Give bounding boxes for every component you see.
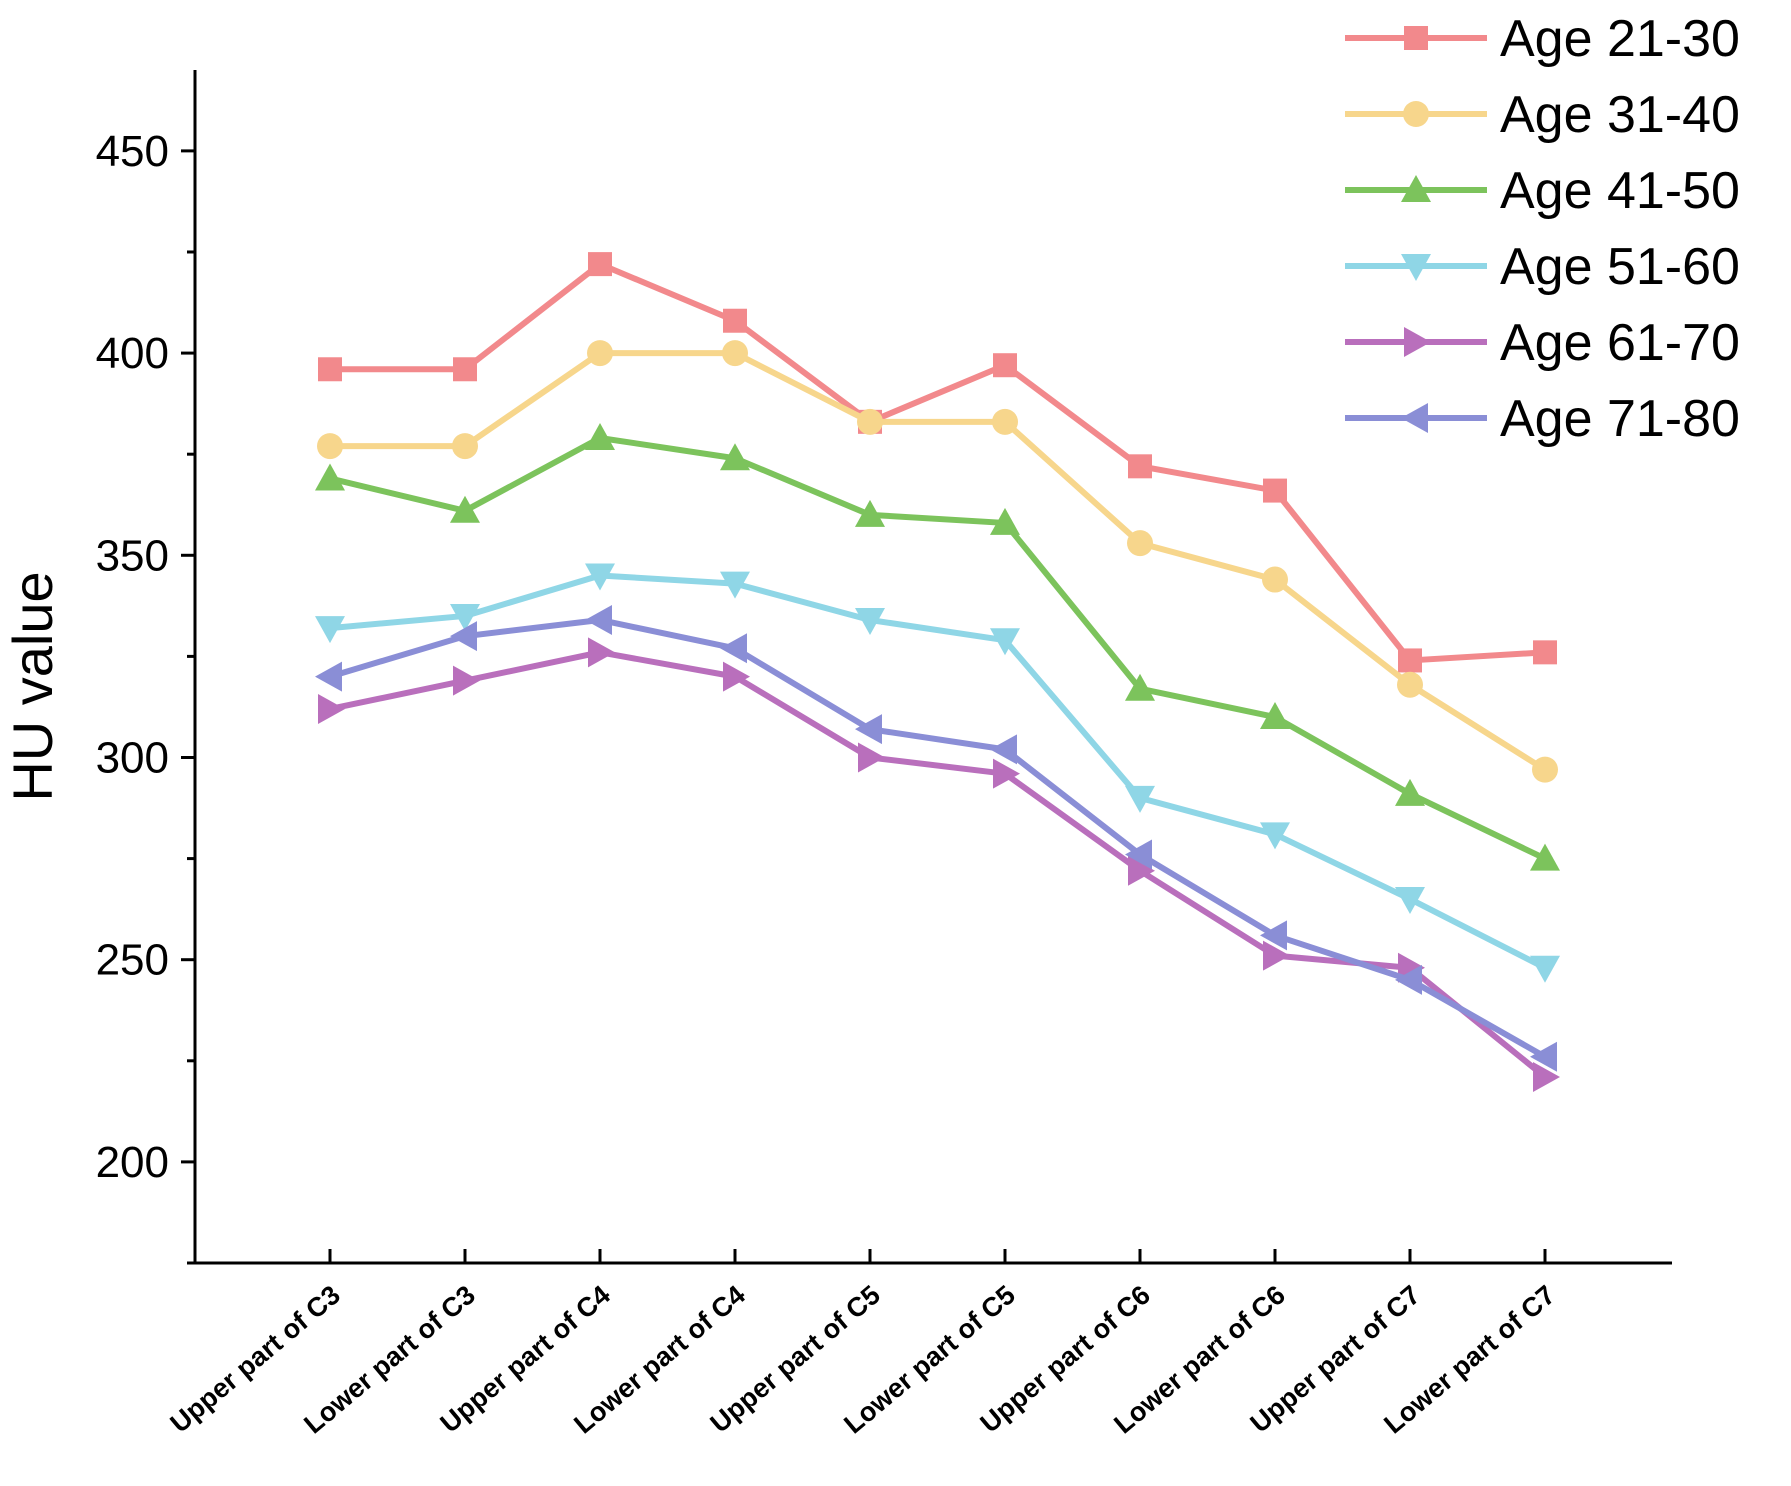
legend-item-age-71-80: Age 71-80 [1345,390,1740,448]
y-tick-label: 250 [96,936,169,985]
data-point [722,340,748,367]
data-point [1260,920,1287,951]
data-point [855,607,885,635]
series-layer [315,252,1560,1092]
y-tick-label: 350 [96,531,169,580]
data-point [992,408,1018,435]
data-point [1398,648,1422,673]
series-age-21-30 [318,252,1557,673]
data-point [1125,785,1155,813]
data-point [588,637,615,668]
y-tick-label: 200 [96,1138,169,1187]
series-line-age-61-70 [327,649,1548,1080]
series-line-age-51-60 [327,572,1548,971]
data-point [990,507,1020,535]
data-point [317,433,343,460]
legend-marker [1403,101,1429,127]
data-point [318,357,342,382]
legend-label: Age 51-60 [1500,238,1740,296]
legend-marker [1404,327,1431,357]
series-age-71-80 [315,604,1557,1072]
data-point [450,603,480,631]
data-point [993,353,1017,378]
data-point [315,616,345,644]
data-point [1530,1041,1557,1072]
data-point [1260,822,1290,850]
legend-label: Age 21-30 [1500,10,1740,68]
data-point [318,693,345,724]
data-point [1263,940,1290,971]
data-point [1128,855,1155,886]
data-point [315,661,342,692]
data-point [453,357,477,382]
data-point [723,308,747,333]
legend-marker [1401,175,1431,202]
y-tick-label: 300 [96,733,169,782]
y-tick-label: 450 [96,127,169,176]
data-point [1530,843,1560,871]
legend-label: Age 71-80 [1500,390,1740,448]
data-point [855,499,885,527]
series-line-age-41-50 [327,435,1548,862]
legend-item-age-51-60: Age 51-60 [1345,238,1740,296]
data-point [1260,702,1290,730]
data-point [1395,887,1425,915]
legend-item-age-31-40: Age 31-40 [1345,86,1740,144]
data-point [450,621,477,652]
legend-label: Age 41-50 [1500,162,1740,220]
data-point [720,571,750,599]
data-point [452,433,478,460]
legend: Age 21-30 Age 31-40 Age 41-50 Age 51-60 Age … [1345,10,1740,448]
legend-marker [1401,254,1431,281]
data-point [1127,530,1153,557]
data-point [723,661,750,692]
legend-item-age-41-50: Age 41-50 [1345,162,1740,220]
data-point [1263,478,1287,503]
data-point [315,463,345,491]
y-axis-label: HU value [1,571,64,801]
data-point [588,252,612,277]
data-point [585,604,612,635]
data-point [990,628,1020,656]
legend-label: Age 61-70 [1500,314,1740,372]
legend-item-age-61-70: Age 61-70 [1345,314,1740,372]
data-point [1533,640,1557,665]
series-line-age-21-30 [327,261,1548,664]
data-point [1262,566,1288,593]
data-point [1397,671,1423,698]
legend-marker [1401,403,1428,433]
series-line-age-71-80 [327,616,1548,1060]
data-point [453,665,480,696]
data-point [1128,454,1152,479]
data-point [1533,1061,1560,1092]
data-point [1530,955,1560,983]
data-point [993,758,1020,789]
data-point [990,734,1017,765]
y-tick-label: 400 [96,329,169,378]
legend-item-age-21-30: Age 21-30 [1345,10,1740,68]
series-age-51-60 [315,563,1560,983]
data-point [720,633,747,664]
data-point [1395,778,1425,806]
legend-marker [1404,26,1428,50]
series-age-31-40 [317,340,1558,783]
data-point [857,408,883,435]
data-point [1125,839,1152,870]
data-point [585,563,615,591]
data-point [858,742,885,773]
data-point [720,443,750,471]
data-point [450,495,480,523]
data-point [585,423,615,451]
data-point [1532,756,1558,783]
series-age-61-70 [318,637,1560,1092]
data-point [1395,964,1422,995]
legend-label: Age 31-40 [1500,86,1740,144]
series-line-age-31-40 [327,350,1548,773]
data-point [587,340,613,367]
data-point [1125,673,1155,701]
data-point [855,714,882,745]
series-age-41-50 [315,423,1560,871]
